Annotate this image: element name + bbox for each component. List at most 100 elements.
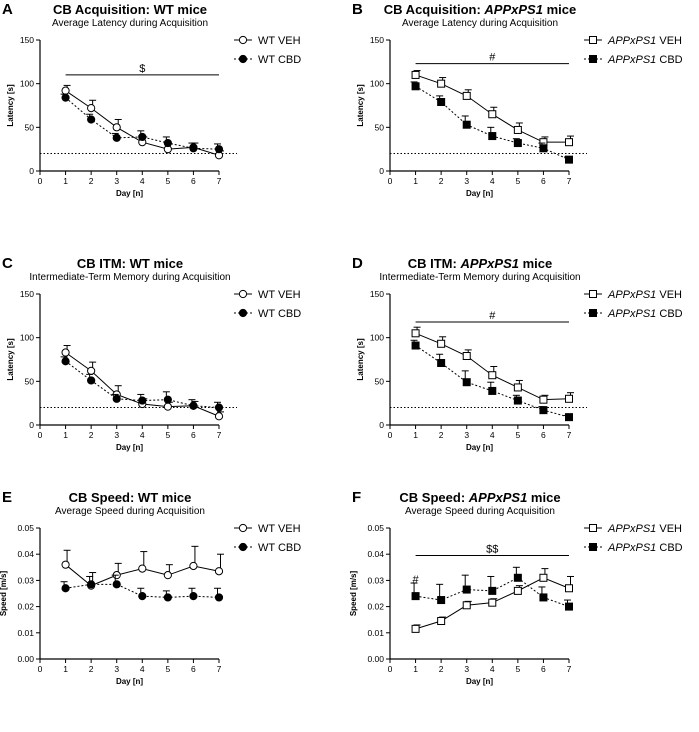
x-tick-label-c: 0 [38,430,43,440]
data-point-b [539,144,548,153]
x-tick-label-f: 7 [567,664,572,674]
y-tick-label-f: 0.01 [367,628,384,638]
series-e-2 [60,574,224,602]
y-tick-label-d: 0 [379,420,384,430]
data-point-c [138,396,147,405]
data-point-d [462,378,471,387]
y-tick-label-c: 100 [20,333,34,343]
legend-entry-b-2: APPxPS1 CBD [584,54,683,66]
data-point-f [462,601,471,610]
chart-subtitle-c: Intermediate-Term Memory during Acquisit… [29,272,230,283]
legend-label-d-part: VEH [656,289,682,301]
data-point-a [214,145,224,154]
legend-marker-c [238,308,248,318]
y-tick-label-d: 50 [375,376,385,386]
data-point-c [189,401,198,410]
panel-e: E CB Speed: WT mice Average Speed during A… [0,488,349,732]
x-tick-label-e: 5 [165,664,170,674]
legend-label-d-part: APPxPS1 [607,308,656,320]
legend-marker-b [589,55,597,63]
data-point-a [61,86,70,95]
legend-label-c: WT CBD [258,308,301,320]
legend-marker-f [589,543,597,551]
legend-entry-f-1: APPxPS1 VEH [584,523,682,535]
panel-c: C CB ITM: WT mice Intermediate-Term Memory… [0,254,349,498]
data-point-a [112,133,121,142]
x-tick-label-f: 0 [388,664,393,674]
y-tick-label-e: 0.02 [17,602,34,612]
y-tick-label-b: 100 [370,79,384,89]
x-axis-label-b: Day [n] [466,189,493,198]
x-tick-label-d: 1 [413,430,418,440]
y-axis-label-a: Latency [s] [6,84,15,127]
chart-subtitle-d: Intermediate-Term Memory during Acquisit… [379,272,580,283]
series-b-2 [410,81,573,164]
legend-label-f-part: CBD [656,542,682,554]
data-point-b [437,98,446,107]
data-point-b [513,125,522,134]
data-point-f [437,617,446,626]
data-point-e [214,593,224,602]
x-tick-label-a: 7 [217,176,222,186]
panel-b: B CB Acquisition: APPxPS1 mice Average Lat… [350,0,699,244]
legend-label-e-part: WT CBD [258,542,301,554]
data-point-f [513,586,522,595]
data-point-a [138,132,147,142]
legend-label-a-part: WT CBD [258,54,301,66]
y-tick-label-e: 0.00 [17,654,34,664]
data-point-f [437,596,446,605]
data-point-b [462,120,471,129]
panel-label-b: B [352,1,363,18]
legend-entry-b-1: APPxPS1 VEH [584,35,682,47]
data-point-f [539,573,548,582]
panel-label-e: E [2,489,12,506]
legend-marker-b [589,36,597,44]
data-point-f [565,602,573,611]
x-tick-label-d: 7 [567,430,572,440]
y-tick-label-e: 0.03 [17,575,34,585]
data-point-c [214,403,224,412]
legend-label-a: WT VEH [258,35,301,47]
data-point-f [513,573,522,582]
x-axis-label-c: Day [n] [116,443,143,452]
data-point-d [437,339,446,348]
data-point-d [513,396,522,405]
x-tick-label-a: 5 [165,176,170,186]
legend-entry-a-2: WT CBD [234,54,301,66]
data-point-e [138,592,147,601]
chart-title-e-part: CB Speed: WT mice [69,490,192,505]
data-point-e [214,567,224,576]
data-point-c [214,412,224,421]
x-tick-label-c: 7 [217,430,222,440]
data-point-c [87,366,96,375]
data-point-d [539,406,548,415]
chart-title-a-part: CB Acquisition: WT mice [53,2,207,17]
data-point-a [163,138,172,148]
chart-title-b: CB Acquisition: APPxPS1 mice [384,2,576,17]
chart-title-b-part: APPxPS1 [483,2,543,17]
data-point-f [462,585,471,594]
x-tick-label-e: 4 [140,664,145,674]
data-point-d [565,394,573,403]
x-tick-label-d: 4 [490,430,495,440]
y-tick-label-d: 100 [370,333,384,343]
significance-symbol-b: # [489,52,496,64]
x-tick-label-b: 1 [413,176,418,186]
x-tick-label-b: 3 [464,176,469,186]
legend-label-b-part: CBD [656,54,682,66]
x-tick-label-a: 2 [89,176,94,186]
data-point-d [411,341,420,350]
y-tick-label-a: 50 [25,122,35,132]
panel-a: A CB Acquisition: WT mice Average Latency … [0,0,349,244]
data-point-a [112,123,121,132]
y-axis-label-d: Latency [s] [356,338,365,381]
data-point-b [488,110,497,119]
x-tick-label-e: 6 [191,664,196,674]
x-tick-label-e: 2 [89,664,94,674]
x-axis-label-e: Day [n] [116,677,143,686]
legend-entry-c-1: WT VEH [234,289,301,301]
data-point-d [437,358,446,367]
